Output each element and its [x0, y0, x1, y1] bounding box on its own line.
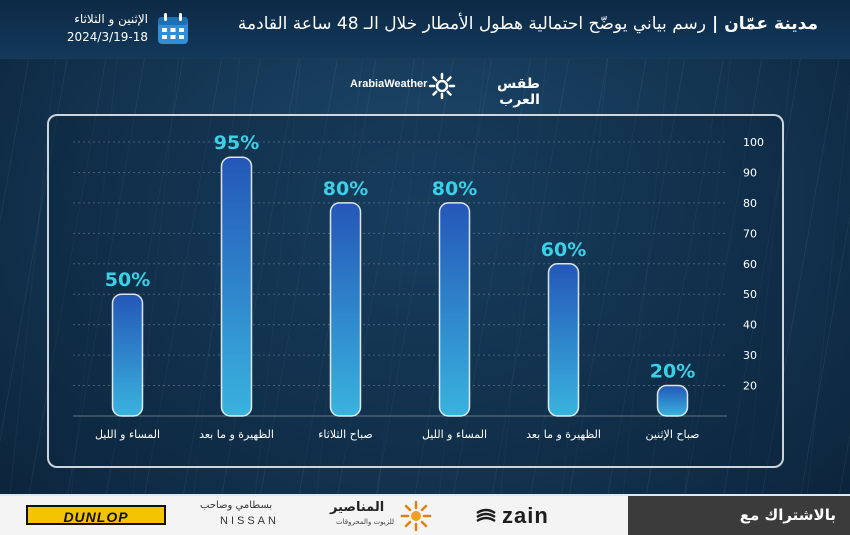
y-tick-label: 40	[743, 319, 757, 332]
rain-probability-chart: 20 30 40 50 60 70 80 90 100 20% صباح الإثنين 60% الظ…	[73, 132, 764, 441]
y-tick-label: 70	[743, 227, 757, 240]
y-tick-label: 90	[743, 166, 757, 179]
bar	[220, 156, 253, 417]
bar	[111, 293, 144, 417]
x-category-label: صباح الإثنين	[645, 428, 699, 441]
bar-value-label: 95%	[214, 132, 259, 154]
y-tick-label: 30	[743, 349, 757, 362]
x-category-label: الظهيرة و ما بعد	[199, 428, 274, 441]
sun-swirl-icon	[428, 72, 456, 100]
bar-value-label: 20%	[650, 361, 695, 383]
x-category-label: صباح الثلاثاء	[318, 428, 372, 441]
bar-value-label: 50%	[105, 269, 150, 291]
bar	[438, 202, 471, 417]
snow-decoration	[0, 470, 850, 496]
y-tick-label: 60	[743, 258, 757, 271]
y-tick-label: 50	[743, 288, 757, 301]
brand-english: ArabiaWeather	[350, 78, 428, 90]
sponsor-bar: DUNLOP بسطامي وصاحب NISSAN المناصير للزي…	[0, 494, 850, 535]
x-category-label: المساء و الليل	[422, 428, 487, 441]
bar-value-label: 80%	[432, 178, 477, 200]
nissan-english: NISSAN	[220, 515, 279, 527]
subscribe-label: بالاشتراك مع	[628, 496, 850, 535]
title-city: مدينة عمّان	[724, 14, 818, 34]
manaseer-logo: المناصير للزيوت والمحروقات	[330, 496, 460, 535]
page-title: مدينة عمّان|رسم بياني يوضّح احتمالية هطو…	[238, 14, 818, 34]
y-tick-label: 100	[743, 136, 764, 149]
zain-text: zain	[502, 503, 549, 528]
manaseer-arabic: المناصير	[330, 500, 385, 515]
chart-frame: 20 30 40 50 60 70 80 90 100 20% صباح الإثنين 60% الظ…	[47, 114, 784, 468]
calendar-icon	[158, 13, 188, 44]
arabiaweather-logo: ArabiaWeather طقس العرب	[350, 72, 540, 108]
bar	[547, 263, 580, 417]
manaseer-subtitle: للزيوت والمحروقات	[336, 518, 395, 526]
header-bar: مدينة عمّان|رسم بياني يوضّح احتمالية هطو…	[0, 0, 850, 59]
bar	[656, 384, 689, 417]
x-category-label: المساء و الليل	[95, 428, 160, 441]
x-category-label: الظهيرة و ما بعد	[526, 428, 601, 441]
nissan-arabic: بسطامي وصاحب	[200, 500, 273, 511]
nissan-logo: بسطامي وصاحب NISSAN	[200, 496, 300, 535]
y-tick-label: 80	[743, 197, 757, 210]
date-days: الإثنين و الثلاثاء	[74, 12, 148, 26]
title-text: رسم بياني يوضّح احتمالية هطول الأمطار خل…	[237, 14, 706, 34]
title-separator: |	[711, 14, 719, 34]
bar-value-label: 60%	[541, 239, 586, 261]
manaseer-sun-icon	[400, 500, 432, 532]
bar-value-label: 80%	[323, 178, 368, 200]
dunlop-logo: DUNLOP	[26, 505, 166, 525]
zain-swirl-icon	[476, 508, 496, 523]
y-tick-label: 20	[743, 380, 757, 393]
brand-arabic: طقس العرب	[496, 76, 540, 108]
date-block: الإثنين و الثلاثاء 2024/3/19-18	[36, 10, 196, 50]
date-value: 2024/3/19-18	[66, 30, 148, 44]
zain-logo: zain	[474, 496, 549, 535]
bar	[329, 202, 362, 417]
